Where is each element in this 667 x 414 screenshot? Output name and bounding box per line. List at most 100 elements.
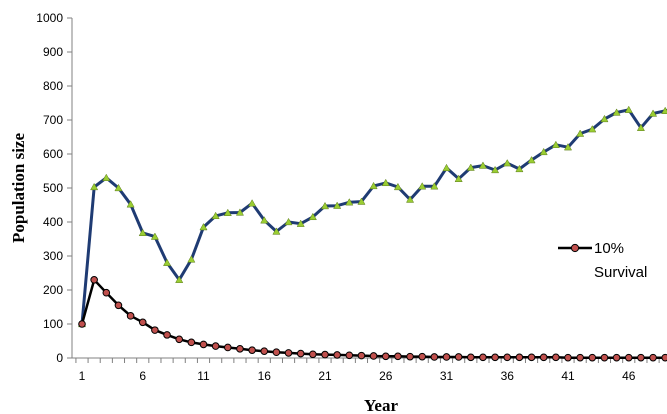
data-point <box>649 109 658 117</box>
legend-label-line1: 10% <box>594 240 624 257</box>
data-point <box>393 182 402 191</box>
data-point <box>564 353 572 362</box>
x-axis: 1 6 11 16 21 26 31 36 41 46 <box>72 357 667 383</box>
data-point <box>649 353 657 362</box>
y-tick-label: 300 <box>43 249 63 263</box>
data-point <box>527 156 536 164</box>
data-point <box>248 346 256 354</box>
y-tick-label: 200 <box>43 283 63 297</box>
data-point <box>661 106 667 114</box>
x-tick-label: 21 <box>318 369 332 383</box>
data-point <box>345 351 354 360</box>
x-tick-label: 31 <box>440 369 454 383</box>
data-point <box>138 318 147 327</box>
data-point <box>175 275 184 283</box>
data-point <box>224 343 232 352</box>
data-point <box>454 174 463 182</box>
data-point <box>126 200 135 208</box>
data-point <box>138 228 147 237</box>
x-axis-title: Year <box>364 396 398 414</box>
data-point <box>235 208 244 216</box>
data-point <box>430 182 439 190</box>
data-point <box>430 353 439 361</box>
data-point <box>552 353 560 362</box>
data-point <box>576 353 584 362</box>
data-point <box>357 197 366 205</box>
data-point <box>211 342 220 350</box>
y-tick-label: 0 <box>56 351 63 365</box>
x-tick-label: 11 <box>197 369 210 383</box>
data-point <box>211 211 220 220</box>
data-point <box>637 353 645 362</box>
x-tick-label: 41 <box>561 369 575 383</box>
data-point <box>418 182 427 190</box>
data-point <box>588 125 597 133</box>
data-point <box>661 353 667 362</box>
data-point <box>369 352 378 360</box>
data-point <box>90 276 98 284</box>
y-tick-label: 700 <box>43 113 63 127</box>
legend-marker <box>570 243 580 253</box>
data-point <box>406 352 414 361</box>
data-point <box>539 353 548 362</box>
data-point <box>381 352 390 361</box>
data-point <box>442 163 451 172</box>
data-point <box>600 353 609 362</box>
data-point <box>296 219 305 227</box>
data-point <box>151 326 159 334</box>
legend: 10% Survival <box>558 240 647 281</box>
legend-label-line2: Survival <box>594 264 647 281</box>
data-point <box>296 349 305 358</box>
data-point <box>114 301 123 310</box>
data-point <box>369 181 378 190</box>
data-point <box>539 147 548 156</box>
data-point <box>150 232 159 240</box>
data-point <box>636 123 645 131</box>
y-tick-label: 900 <box>43 45 63 59</box>
data-point <box>102 173 111 181</box>
data-point <box>491 165 500 174</box>
data-point <box>418 352 427 361</box>
series-1-line <box>80 108 667 325</box>
data-point <box>442 353 451 361</box>
data-point <box>223 208 232 216</box>
data-point <box>90 182 99 191</box>
data-point <box>491 353 499 362</box>
y-axis-title: Population size <box>9 133 28 243</box>
data-point <box>321 350 329 359</box>
x-tick-label: 46 <box>622 369 636 383</box>
data-point <box>187 255 196 263</box>
data-point <box>284 217 293 226</box>
data-point <box>612 353 621 362</box>
y-tick-label: 1000 <box>36 11 63 25</box>
series-1 <box>77 105 667 328</box>
y-axis: 0 100 200 300 400 500 600 700 800 900 1000 <box>36 11 73 365</box>
x-tick-label: 6 <box>139 369 146 383</box>
data-point <box>515 164 524 173</box>
data-point <box>187 338 196 347</box>
data-point <box>163 331 171 339</box>
series-2 <box>78 276 667 362</box>
x-tick-label: 16 <box>258 369 272 383</box>
data-point <box>576 129 585 137</box>
data-point <box>309 350 317 359</box>
y-tick-label: 600 <box>43 147 63 161</box>
series-layer <box>77 105 667 362</box>
data-point <box>551 140 560 148</box>
x-tick-label: 36 <box>501 369 515 383</box>
data-point <box>320 201 330 210</box>
y-tick-label: 500 <box>43 181 63 195</box>
data-point <box>515 353 524 362</box>
data-point <box>381 178 390 187</box>
data-point <box>284 349 293 357</box>
data-point <box>175 335 183 344</box>
data-point <box>588 353 597 362</box>
data-point <box>272 348 281 357</box>
y-tick-label: 800 <box>43 79 63 93</box>
data-point <box>248 199 257 207</box>
data-point <box>163 258 172 266</box>
x-tick-label: 1 <box>79 369 86 383</box>
data-point <box>345 198 354 206</box>
y-tick-label: 400 <box>43 215 63 229</box>
